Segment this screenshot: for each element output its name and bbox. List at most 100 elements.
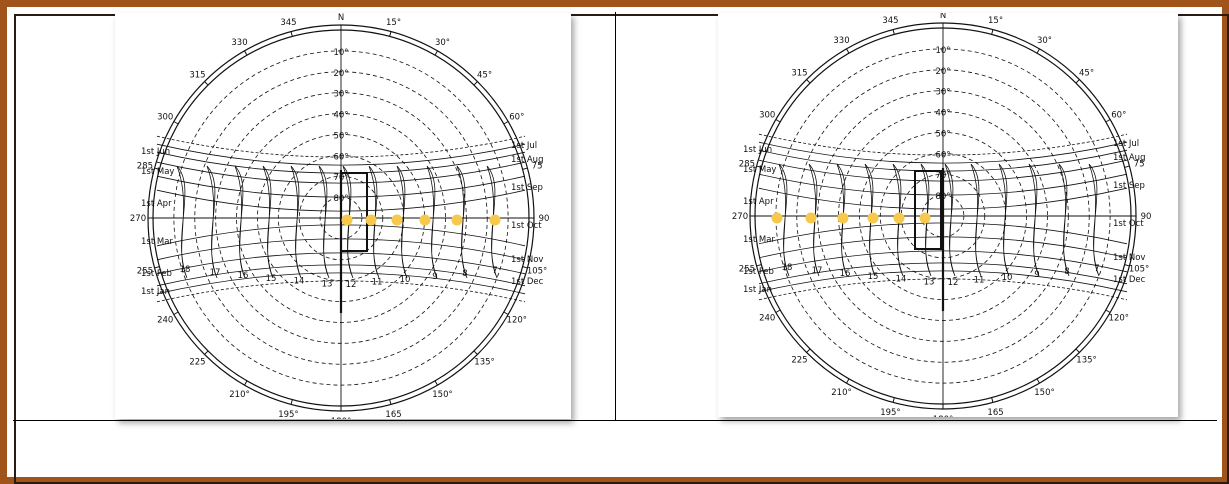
hour-loop [262, 165, 274, 279]
sun-position-marker [805, 212, 817, 224]
altitude-label: 30° [333, 90, 348, 100]
azimuth-tick [204, 81, 209, 86]
azimuth-tick [389, 399, 392, 405]
month-label-left: 1st Jan [141, 287, 170, 297]
azimuth-tick [846, 378, 850, 384]
hour-label: 9 [432, 272, 437, 282]
month-label-right: 1st Aug [511, 155, 543, 165]
hour-loop [234, 165, 246, 279]
azimuth-tick [244, 380, 248, 386]
date-line [758, 133, 1128, 156]
month-label-left: 1st Apr [141, 199, 172, 209]
hour-loop [1058, 163, 1070, 277]
azimuth-label: 255 [739, 265, 755, 275]
hour-loop [290, 165, 302, 279]
altitude-label: 10° [333, 48, 348, 58]
altitude-label: 20° [333, 69, 348, 79]
hour-label: 16 [840, 269, 851, 279]
diagram-group: N 15° 30° 45° 60° 75 90 105° 120° 135° 150° 165 180°… [732, 13, 1152, 417]
sun-position-marker [451, 214, 463, 226]
sun-position-marker [419, 214, 431, 226]
azimuth-label: 45° [477, 70, 492, 80]
hour-label: 12 [948, 278, 959, 288]
hour-loop [396, 165, 408, 279]
hour-label: 11 [974, 276, 985, 286]
hour-loop [486, 165, 498, 279]
azimuth-tick [290, 31, 293, 37]
azimuth-tick [892, 397, 895, 403]
hour-loop [1028, 163, 1040, 277]
altitude-label: 50° [935, 129, 950, 139]
hour-loop [206, 165, 218, 279]
month-label-left: 1st Feb [141, 269, 172, 279]
hour-label: 8 [1064, 267, 1069, 277]
azimuth-label: 105° [527, 267, 547, 277]
azimuth-label: 120° [1109, 314, 1129, 324]
azimuth-tick [389, 31, 392, 37]
sun-path-diagram-left: N 15° 30° 45° 60° 75 90 105° 120° 135° 150° 165 180°… [115, 13, 571, 419]
azimuth-label: 240 [157, 316, 173, 326]
hour-label: 15 [266, 274, 277, 284]
hour-label: 13 [924, 277, 935, 287]
azimuth-label: 270 [130, 214, 146, 224]
table-vertical-divider [615, 12, 616, 421]
sun-position-marker [341, 214, 353, 226]
date-line [758, 278, 1128, 301]
hour-loop [864, 163, 876, 277]
hour-label: 18 [180, 265, 191, 275]
azimuth-label: 330 [833, 36, 849, 46]
azimuth-label: 225 [189, 358, 205, 368]
azimuth-label: 90 [1141, 212, 1152, 222]
azimuth-tick [154, 167, 160, 170]
azimuth-label: 165 [987, 408, 1003, 417]
azimuth-tick [1036, 378, 1040, 384]
altitude-label: 30° [935, 88, 950, 98]
date-line [156, 272, 526, 295]
azimuth-label: 15° [386, 18, 401, 28]
month-label-right: 1st Sep [1113, 181, 1145, 191]
hour-loop [778, 163, 790, 277]
diagram-group: N 15° 30° 45° 60° 75 90 105° 120° 135° 150° 165 180°… [130, 13, 550, 419]
inner-frame [14, 14, 1229, 484]
azimuth-label: 15° [988, 16, 1003, 26]
month-label-left: 1st Jun [141, 147, 170, 157]
azimuth-tick [154, 266, 160, 269]
date-line [156, 135, 526, 158]
azimuth-tick [1105, 309, 1111, 313]
hour-label: 13 [322, 279, 333, 289]
azimuth-label: 285 [739, 159, 755, 169]
azimuth-tick [991, 29, 994, 35]
azimuth-tick [244, 50, 248, 56]
month-label-right: 1st Jul [511, 141, 537, 151]
hour-loop [318, 165, 330, 279]
azimuth-tick [290, 399, 293, 405]
azimuth-label: 345 [280, 18, 296, 28]
hour-label: 9 [1034, 270, 1039, 280]
sun-path-chart-left: N 15° 30° 45° 60° 75 90 105° 120° 135° 150° 165 180°… [130, 13, 550, 419]
azimuth-tick [522, 266, 528, 269]
azimuth-tick [1036, 48, 1040, 54]
date-line [758, 187, 1128, 210]
azimuth-label: 90 [539, 214, 550, 224]
azimuth-tick [1075, 348, 1080, 353]
north-label: N [338, 13, 344, 23]
altitude-label: 20° [935, 67, 950, 77]
azimuth-label: 180° [933, 415, 953, 417]
date-line [758, 173, 1128, 196]
azimuth-label: 30° [1037, 36, 1052, 46]
hour-loop [426, 165, 438, 279]
hour-label: 14 [896, 275, 907, 285]
azimuth-tick [991, 397, 994, 403]
azimuth-label: 135° [474, 358, 494, 368]
azimuth-tick [204, 350, 209, 355]
azimuth-label: 225 [791, 356, 807, 366]
month-label-right: 1st Sep [511, 183, 543, 193]
azimuth-label: 285 [137, 161, 153, 171]
month-label-right: 1st Dec [511, 277, 544, 287]
altitude-label: 10° [935, 46, 950, 56]
date-line [156, 143, 526, 166]
hour-loop [998, 163, 1010, 277]
azimuth-label: 240 [759, 314, 775, 324]
shading-mask-rect [340, 172, 368, 252]
azimuth-label: 300 [157, 113, 173, 123]
